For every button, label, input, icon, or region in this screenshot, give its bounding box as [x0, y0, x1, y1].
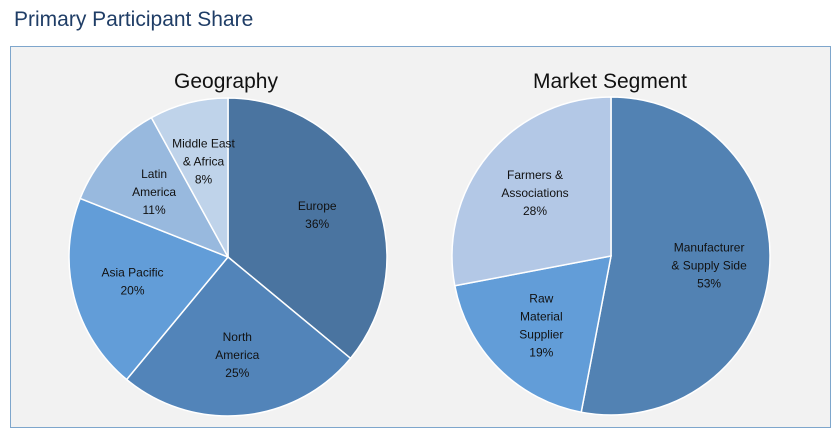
geography-label-europe: Europe 36% [298, 199, 337, 231]
market-segment-chart-title: Market Segment [533, 70, 687, 93]
market-segment-label-line: Raw [529, 292, 553, 306]
geography-label-line: 11% [143, 203, 166, 217]
geography-label-north: North America 25% [215, 330, 259, 380]
market-segment-label-line: Associations [501, 186, 568, 200]
geography-label-line: 8% [195, 173, 213, 187]
geography-slice-north [125, 255, 352, 417]
market-segment-slice-farmers [451, 96, 612, 287]
geography-label-line: 36% [305, 217, 329, 231]
geography-label-line: Latin [141, 167, 167, 181]
market-segment-label-line: Farmers & [507, 168, 563, 182]
geography-label-line: 25% [225, 366, 249, 380]
geography-label-latin: Latin America 11% [132, 167, 176, 217]
geography-chart-title: Geography [174, 70, 278, 93]
market-segment-pie-chart: Manufacturer & Supply Side 53% Raw Material S… [451, 70, 771, 416]
geography-label-line: 20% [120, 284, 144, 298]
market-segment-label-line: Material [520, 310, 563, 324]
market-segment-slice-manufacturer [580, 96, 771, 416]
market-segment-label-manufacturer: Manufacturer & Supply Side 53% [671, 240, 747, 290]
geography-label-line: Middle East [172, 137, 235, 151]
market-segment-label-line: Manufacturer [674, 240, 745, 254]
geography-label-line: North [223, 330, 252, 344]
geography-label-line: & Africa [183, 155, 225, 169]
market-segment-label-line: 19% [529, 346, 553, 360]
geography-slice-asia-pacific [68, 197, 230, 381]
geography-label-line: America [215, 348, 259, 362]
market-segment-label-line: & Supply Side [671, 258, 747, 272]
market-segment-label-raw: Raw Material Supplier 19% [519, 292, 563, 360]
geography-label-asia-pacific: Asia Pacific 20% [101, 266, 163, 298]
geography-label-middle-east: Middle East & Africa 8% [172, 137, 235, 187]
chart-frame: Europe 36% North America 25% Asia Pacific 20% L… [10, 46, 831, 428]
market-segment-label-line: Supplier [519, 328, 563, 342]
geography-label-line: Europe [298, 199, 337, 213]
geography-slice-europe [227, 97, 388, 360]
charts-canvas: Europe 36% North America 25% Asia Pacific 20% L… [68, 70, 771, 417]
geography-slice-latin [79, 116, 230, 259]
geography-pie-chart: Europe 36% North America 25% Asia Pacific 20% L… [68, 70, 388, 417]
page-title: Primary Participant Share [14, 8, 254, 31]
market-segment-label-line: 53% [697, 276, 721, 290]
market-segment-label-line: 28% [523, 204, 547, 218]
market-segment-slice-raw [453, 255, 612, 414]
geography-label-line: Asia Pacific [101, 266, 163, 280]
market-segment-label-farmers: Farmers & Associations 28% [501, 168, 568, 218]
geography-slice-middle-east [150, 97, 229, 258]
geography-label-line: America [132, 185, 176, 199]
